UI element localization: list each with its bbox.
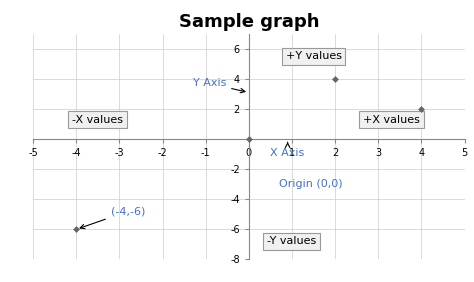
Text: +X values: +X values [363,114,419,125]
Text: X Axis: X Axis [270,142,305,158]
Text: +Y values: +Y values [285,51,342,61]
Text: -Y values: -Y values [267,236,317,246]
Title: Sample graph: Sample graph [179,13,319,31]
Text: Origin (0,0): Origin (0,0) [279,179,343,189]
Text: (-4,-6): (-4,-6) [80,206,145,229]
Text: Y Axis: Y Axis [193,78,245,93]
Text: -X values: -X values [73,114,123,125]
